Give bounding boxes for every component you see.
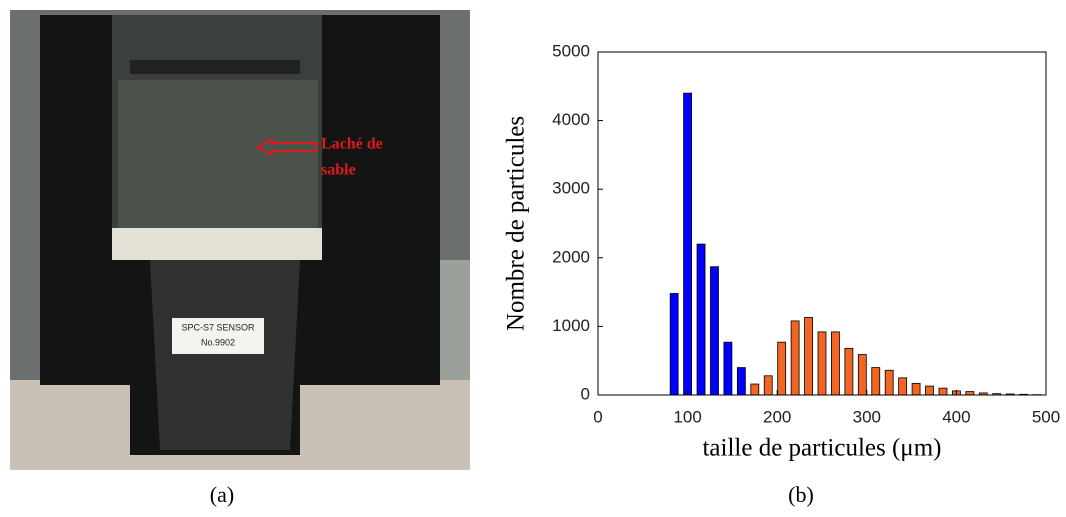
bar bbox=[790, 320, 800, 396]
y-axis-label: Nombre de particules bbox=[503, 116, 530, 331]
sensor-plate bbox=[172, 318, 264, 354]
photo: Laché de sable SPC-S7 SENSOR No.9902 bbox=[10, 10, 470, 470]
bar bbox=[884, 369, 894, 396]
x-tick-label: 200 bbox=[763, 407, 791, 426]
bar bbox=[683, 92, 692, 396]
caption: (b) bbox=[788, 482, 814, 507]
bar bbox=[925, 385, 934, 396]
y-tick-label: 5000 bbox=[552, 41, 590, 60]
x-tick-label: 400 bbox=[942, 407, 970, 426]
x-tick-label: 100 bbox=[673, 407, 701, 426]
bar bbox=[777, 341, 787, 396]
bar bbox=[938, 387, 948, 396]
sensor-label: SPC-S7 SENSOR bbox=[181, 322, 255, 332]
sensor-bar bbox=[130, 60, 300, 74]
arrow bbox=[255, 137, 317, 157]
bar bbox=[817, 331, 827, 396]
bar bbox=[763, 375, 773, 396]
y-tick-label: 4000 bbox=[552, 110, 590, 129]
bar bbox=[736, 367, 746, 396]
sand-bag bbox=[118, 80, 318, 250]
bar bbox=[669, 293, 679, 396]
bar bbox=[696, 243, 706, 396]
y-tick-label: 1000 bbox=[552, 316, 590, 335]
x-tick-label: 0 bbox=[593, 407, 602, 426]
bar bbox=[844, 347, 854, 396]
bar bbox=[898, 377, 908, 396]
x-tick-label: 500 bbox=[1032, 407, 1060, 426]
y-tick-label: 2000 bbox=[552, 247, 590, 266]
sensor-label: No.9902 bbox=[201, 337, 235, 347]
caption: (a) bbox=[210, 482, 234, 507]
bar bbox=[750, 383, 760, 396]
bar bbox=[911, 382, 921, 396]
sand-pile bbox=[112, 228, 322, 260]
bar bbox=[871, 367, 881, 396]
photo-annotation: sable bbox=[321, 162, 356, 179]
bar bbox=[965, 391, 975, 396]
sand-stream bbox=[150, 260, 300, 450]
x-tick-label: 300 bbox=[853, 407, 881, 426]
y-tick-label: 0 bbox=[581, 384, 590, 403]
bar bbox=[804, 317, 813, 396]
photo-annotation: Laché de bbox=[321, 136, 383, 153]
x-axis-label: taille de particules (μm) bbox=[702, 435, 941, 462]
bar bbox=[723, 341, 733, 396]
bar bbox=[857, 354, 867, 396]
bar bbox=[710, 266, 719, 396]
y-tick-label: 3000 bbox=[552, 179, 590, 198]
bar bbox=[831, 331, 840, 396]
axes-box bbox=[597, 51, 1047, 396]
